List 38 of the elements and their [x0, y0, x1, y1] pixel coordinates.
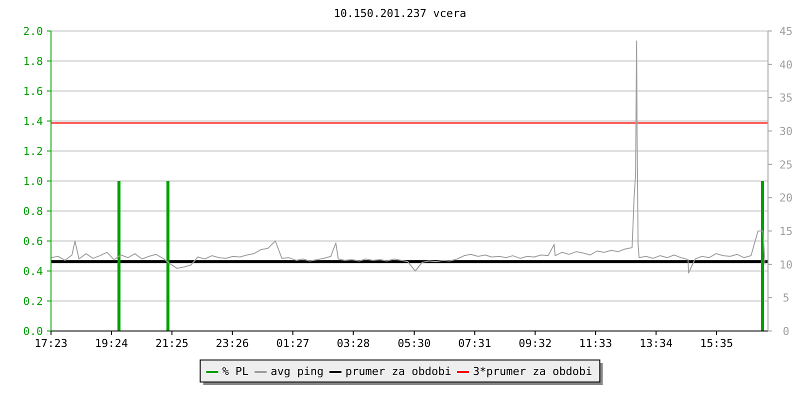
- x-tick-label: 21:25: [155, 337, 188, 350]
- x-tick-label: 19:24: [94, 337, 128, 350]
- y-tick-label: 1.0: [23, 175, 43, 188]
- y2-tick-label: 30: [779, 125, 793, 138]
- y2-tick-label: 45: [779, 25, 793, 38]
- x-tick-label: 11:33: [579, 337, 612, 350]
- legend-label: 3*prumer za obdobi: [473, 365, 592, 378]
- y-tick-label: 0.6: [23, 235, 43, 248]
- y-tick-label: 0.8: [23, 205, 43, 218]
- y2-tick-label: 5: [782, 292, 790, 305]
- x-tick-label: 13:34: [640, 337, 674, 350]
- x-tick-label: 23:26: [216, 337, 249, 350]
- y2-tick-label: 25: [779, 158, 793, 172]
- y2-tick-label: 40: [779, 58, 793, 72]
- x-tick-label: 05:30: [398, 337, 431, 350]
- y-tick-label: 1.8: [23, 55, 43, 68]
- x-tick-label: 09:32: [518, 337, 552, 350]
- x-tick-label: 03:28: [336, 337, 370, 350]
- legend-label: % PL: [222, 365, 250, 378]
- y2-tick-label: 15: [779, 225, 793, 238]
- y2-tick-label: 35: [779, 92, 793, 105]
- y-tick-label: 1.4: [23, 115, 44, 128]
- y2-tick-label: 20: [779, 192, 793, 205]
- y2-tick-label: 0: [782, 325, 790, 338]
- x-tick-label: 07:31: [458, 337, 492, 350]
- legend-label: avg ping: [270, 365, 324, 378]
- y-tick-label: 0.4: [23, 265, 44, 278]
- y-tick-label: 0.0: [23, 325, 43, 338]
- legend-label: prumer za obdobi: [345, 365, 452, 378]
- x-tick-label: 01:27: [276, 337, 310, 350]
- y-tick-label: 1.2: [23, 145, 43, 158]
- chart-title: 10.150.201.237 vcera: [334, 7, 466, 20]
- y-tick-label: 1.6: [23, 85, 43, 98]
- y2-tick-label: 10: [779, 258, 793, 272]
- x-tick-label: 17:23: [34, 337, 68, 350]
- y-tick-label: 2.0: [23, 25, 43, 38]
- x-tick-label: 15:35: [700, 337, 734, 350]
- y-tick-label: 0.2: [23, 295, 43, 308]
